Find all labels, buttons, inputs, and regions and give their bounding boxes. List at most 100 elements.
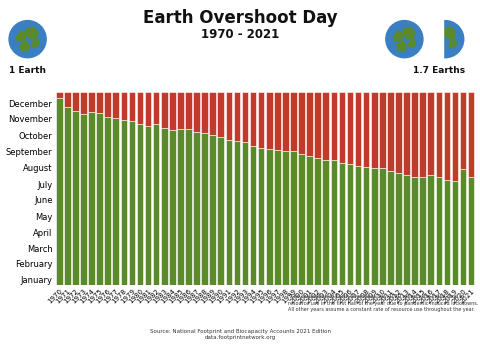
Text: Source: National Footprint and Biocapacity Accounts 2021 Edition
data.footprintn: Source: National Footprint and Biocapaci… (149, 329, 331, 340)
Bar (64, 92, 71, 106)
Text: Earth Overshoot Day: Earth Overshoot Day (143, 9, 337, 27)
Bar (444, 92, 450, 180)
Bar (56, 92, 62, 98)
Bar (258, 148, 264, 285)
Bar (452, 181, 458, 285)
Bar (355, 166, 361, 285)
Bar (338, 163, 345, 285)
Polygon shape (393, 31, 403, 41)
Bar (338, 92, 345, 163)
Bar (314, 158, 321, 285)
Bar (420, 177, 426, 285)
Bar (137, 125, 144, 285)
Bar (363, 167, 370, 285)
Bar (371, 168, 378, 285)
Bar (363, 92, 370, 167)
Text: 1970 - 2021: 1970 - 2021 (201, 28, 279, 41)
Bar (460, 169, 467, 285)
Bar (209, 92, 216, 135)
Polygon shape (31, 39, 39, 47)
Bar (153, 92, 159, 124)
Bar (298, 154, 305, 285)
Bar (96, 113, 103, 285)
Bar (411, 92, 418, 177)
Bar (161, 92, 168, 128)
Bar (435, 177, 442, 285)
Bar (428, 92, 434, 175)
Bar (387, 171, 394, 285)
Polygon shape (408, 39, 416, 47)
Bar (177, 129, 184, 285)
Bar (444, 180, 450, 285)
Bar (96, 92, 103, 113)
Bar (250, 146, 256, 285)
Bar (468, 177, 474, 285)
Bar (403, 92, 410, 175)
Bar (64, 106, 71, 285)
Bar (323, 92, 329, 160)
Bar (120, 120, 127, 285)
Bar (201, 133, 208, 285)
Bar (169, 130, 176, 285)
Bar (298, 92, 305, 154)
Bar (411, 177, 418, 285)
Bar (120, 92, 127, 120)
Bar (420, 92, 426, 177)
Bar (209, 135, 216, 285)
Bar (266, 92, 273, 149)
Text: 1.7 Earths: 1.7 Earths (413, 66, 465, 75)
Bar (112, 118, 119, 285)
Bar (250, 92, 256, 146)
Bar (112, 92, 119, 118)
Bar (129, 121, 135, 285)
Polygon shape (27, 27, 38, 39)
Text: *The calculation of Earth Overshoot Day 2020 reflects the initial drop in
resour: *The calculation of Earth Overshoot Day … (288, 294, 478, 312)
Bar (258, 92, 264, 148)
Bar (72, 111, 79, 285)
Polygon shape (20, 41, 29, 51)
Bar (80, 114, 87, 285)
Bar (371, 92, 378, 168)
Bar (428, 175, 434, 285)
Bar (242, 142, 248, 285)
Bar (72, 92, 79, 111)
Circle shape (9, 21, 46, 58)
Bar (347, 92, 353, 164)
Bar (452, 92, 458, 181)
Polygon shape (404, 27, 415, 39)
Bar (193, 133, 200, 285)
Bar (355, 92, 361, 166)
Bar (217, 137, 224, 285)
Bar (201, 92, 208, 133)
Polygon shape (449, 39, 456, 47)
Bar (177, 92, 184, 129)
Bar (282, 151, 288, 285)
Bar (234, 141, 240, 285)
Bar (137, 92, 144, 125)
Bar (306, 156, 313, 285)
Bar (185, 129, 192, 285)
Bar (226, 140, 232, 285)
Circle shape (427, 21, 464, 58)
Bar (226, 92, 232, 140)
Text: 1 Earth: 1 Earth (9, 66, 47, 75)
Bar (379, 92, 385, 168)
Bar (468, 92, 474, 177)
Bar (193, 92, 200, 133)
Bar (395, 173, 402, 285)
Bar (314, 92, 321, 158)
Bar (161, 128, 168, 285)
Bar (274, 150, 281, 285)
Bar (274, 92, 281, 150)
Bar (395, 92, 402, 173)
Bar (153, 124, 159, 285)
Bar (234, 92, 240, 141)
Bar (290, 151, 297, 285)
Bar (379, 168, 385, 285)
Polygon shape (397, 41, 406, 51)
Bar (242, 92, 248, 142)
Circle shape (386, 21, 423, 58)
Bar (435, 92, 442, 177)
Bar (88, 92, 95, 112)
Bar (145, 92, 151, 126)
